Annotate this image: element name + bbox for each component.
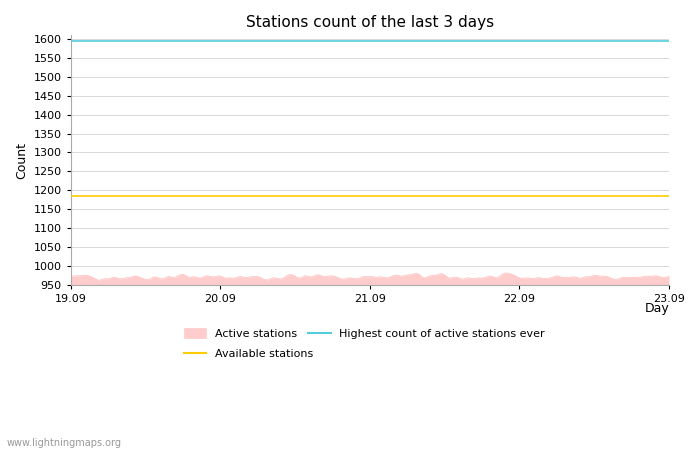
Y-axis label: Count: Count [15,141,28,179]
Text: www.lightningmaps.org: www.lightningmaps.org [7,438,122,448]
Legend: Available stations: Available stations [184,348,314,359]
Text: Day: Day [644,302,669,315]
Title: Stations count of the last 3 days: Stations count of the last 3 days [246,15,494,30]
